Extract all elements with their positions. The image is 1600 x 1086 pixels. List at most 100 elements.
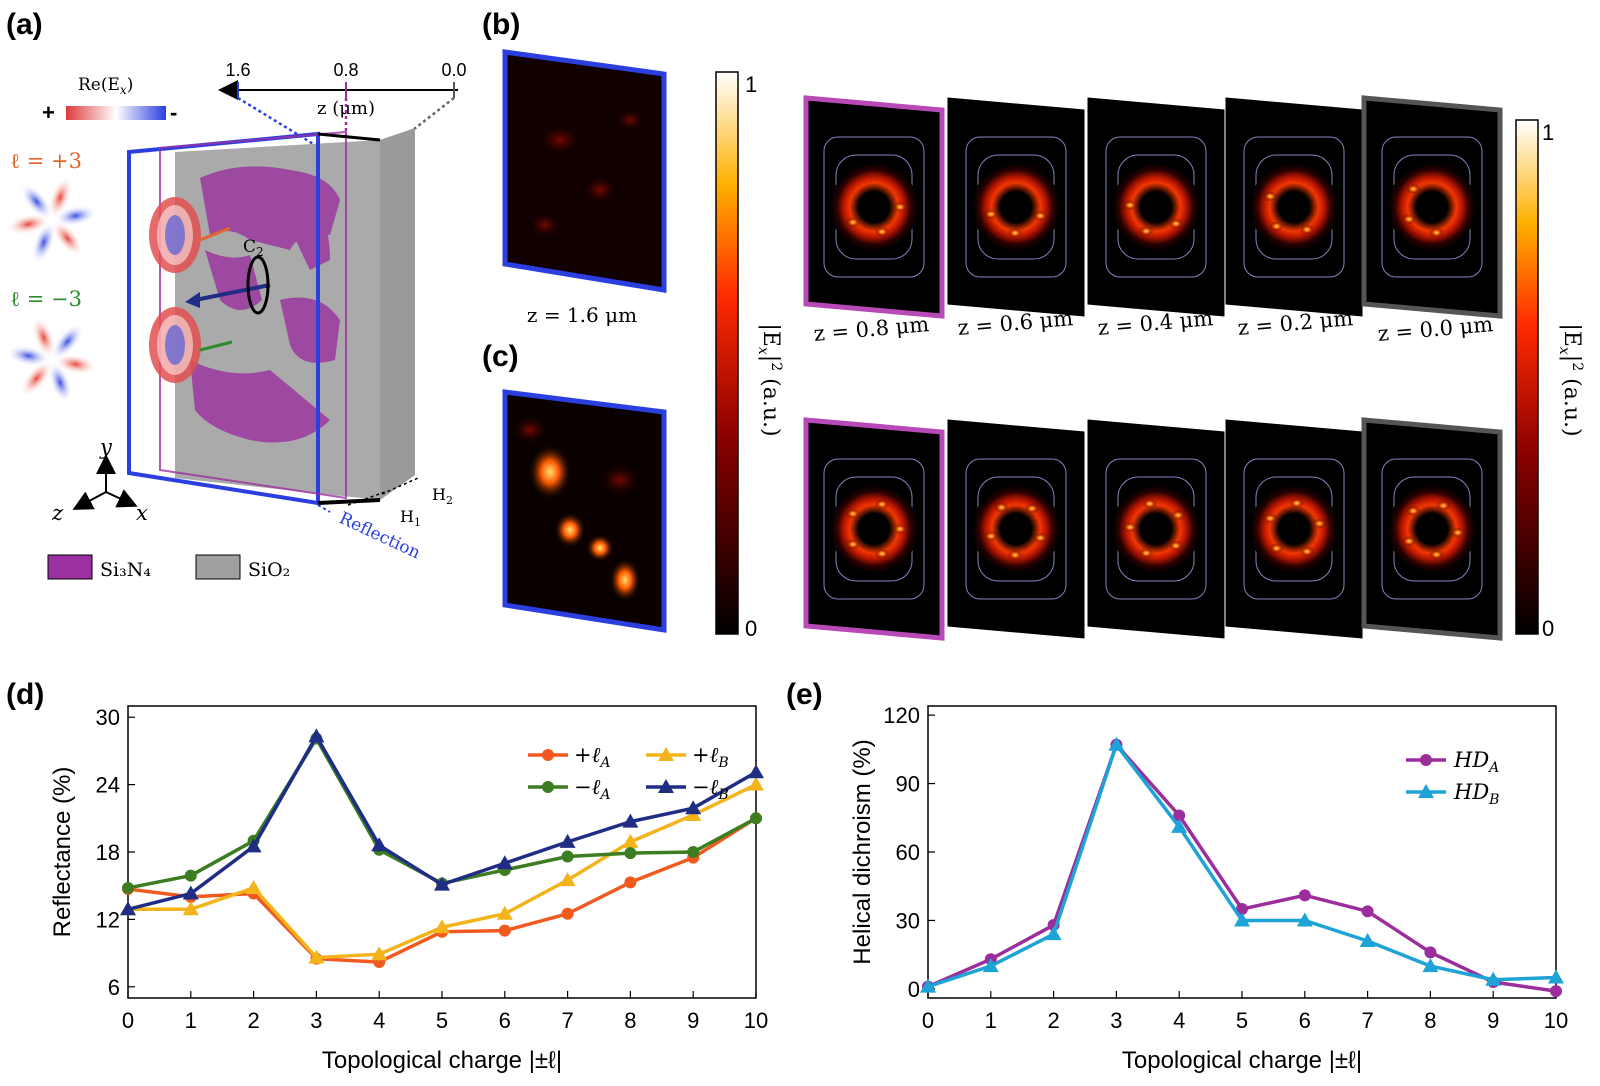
data-point bbox=[624, 847, 637, 860]
x-tick-label: 1 bbox=[985, 1008, 997, 1033]
x-tick-label: 7 bbox=[561, 1008, 573, 1033]
z-axis-label: z (μm) bbox=[317, 98, 375, 119]
legend-label: −ℓA bbox=[574, 775, 610, 803]
data-point bbox=[1234, 912, 1250, 927]
reflection-field-map-b bbox=[502, 49, 667, 293]
re-ex-label: Re(Ex) bbox=[78, 75, 133, 97]
x-tick-label: 6 bbox=[499, 1008, 511, 1033]
data-point bbox=[561, 850, 574, 863]
data-point bbox=[1236, 903, 1248, 916]
x-tick-label: 10 bbox=[744, 1008, 768, 1033]
x-tick-label: 7 bbox=[1361, 1008, 1373, 1033]
legend-label: +ℓB bbox=[692, 743, 729, 771]
data-point bbox=[308, 949, 325, 964]
x-tick-label: 0 bbox=[922, 1008, 934, 1033]
y-axis-label: Helical dichroism (%) bbox=[849, 739, 876, 964]
panel-e: (e) 0 1 2 3 4 5 6 7 8 9 10 0 30 60 90 120 Topological ch… bbox=[786, 678, 1568, 1074]
data-point bbox=[622, 833, 639, 848]
panel-b: (b) z = 1.6 μm 1 0 |Ex|2 (a.u.) z = 0.8 … bbox=[482, 8, 1585, 641]
slicesC-slice-0 bbox=[803, 417, 945, 641]
slices-row-c bbox=[803, 417, 1503, 641]
slicesB-slice-4 bbox=[1361, 95, 1503, 319]
h2-label: H2 bbox=[432, 485, 453, 507]
data-point bbox=[1171, 818, 1188, 833]
material-legend: Si₃N₄ SiO₂ bbox=[47, 554, 290, 581]
x-tick-label: 4 bbox=[1173, 1008, 1185, 1033]
si3n4-swatch bbox=[47, 554, 93, 580]
x-axis-label: Topological charge |±ℓ| bbox=[1122, 1047, 1362, 1074]
y-tick-label: 30 bbox=[96, 705, 120, 730]
data-point bbox=[624, 876, 637, 889]
x-tick-label: 8 bbox=[624, 1008, 636, 1033]
x-tick-label: 3 bbox=[1110, 1008, 1122, 1033]
y-tick-label: 90 bbox=[896, 772, 920, 797]
data-point bbox=[184, 869, 197, 882]
data-point bbox=[308, 728, 325, 743]
legend-marker bbox=[542, 781, 554, 793]
z-tick-0.8: 0.8 bbox=[333, 60, 358, 80]
re-ex-colorbar: Re(Ex) + - bbox=[42, 75, 177, 125]
data-point bbox=[182, 901, 199, 916]
panel-d-label: (d) bbox=[6, 678, 44, 711]
x-tick-label: 5 bbox=[1236, 1008, 1248, 1033]
z-tick-0.0: 0.0 bbox=[441, 60, 466, 80]
data-point bbox=[982, 958, 999, 973]
colorbar-2-bottom: 0 bbox=[1542, 616, 1554, 641]
legend-label: −ℓB bbox=[692, 775, 729, 803]
y-tick-label: 30 bbox=[896, 908, 920, 933]
data-point bbox=[1361, 905, 1374, 918]
y-tick-label: 24 bbox=[96, 773, 120, 798]
colorbar-2-label: |Ex|2 (a.u.) bbox=[1556, 323, 1585, 436]
legend-marker bbox=[1418, 784, 1434, 798]
z-tick-1.6: 1.6 bbox=[225, 60, 250, 80]
panel-a-label: (a) bbox=[6, 8, 43, 41]
panel-c: (c) bbox=[482, 340, 1503, 641]
panel-b-label: (b) bbox=[482, 8, 520, 41]
data-point bbox=[559, 872, 576, 887]
helical-dichroism-chart: 0 1 2 3 4 5 6 7 8 9 10 0 30 60 90 120 Topological charge… bbox=[849, 703, 1568, 1074]
x-tick-label: 2 bbox=[1047, 1008, 1059, 1033]
oam-beam-positive bbox=[4, 172, 100, 268]
axis-z-label: z bbox=[51, 501, 64, 525]
legend: +ℓA +ℓB −ℓA −ℓB bbox=[528, 743, 729, 803]
data-point bbox=[245, 838, 262, 853]
y-tick-label: 6 bbox=[108, 975, 120, 1000]
legend: HDA HDB bbox=[1406, 748, 1499, 808]
slice-label-4: z = 0.0 μm bbox=[1377, 312, 1494, 346]
legend-label: +ℓA bbox=[574, 743, 610, 771]
sio2-swatch bbox=[195, 554, 241, 580]
x-tick-label: 5 bbox=[436, 1008, 448, 1033]
legend-marker bbox=[658, 779, 674, 793]
legend-marker bbox=[542, 749, 554, 761]
sio2-label: SiO₂ bbox=[248, 559, 290, 581]
data-point bbox=[1173, 809, 1186, 822]
y-axis-label: Reflectance (%) bbox=[49, 767, 76, 938]
slicesC-slice-3 bbox=[1225, 419, 1363, 639]
slicesC-slice-4 bbox=[1361, 417, 1503, 641]
x-tick-label: 0 bbox=[122, 1008, 134, 1033]
data-point bbox=[1108, 736, 1125, 751]
data-point bbox=[622, 813, 639, 828]
data-point bbox=[1298, 889, 1311, 902]
data-point bbox=[371, 837, 388, 852]
axis-y-label: y bbox=[99, 435, 113, 459]
data-point bbox=[496, 905, 513, 920]
data-point bbox=[748, 764, 764, 779]
panel-a: (a) 1.6 0.8 0.0 z (μm) Re(Ex) + - ℓ = +3 bbox=[4, 8, 467, 581]
slicesB-slice-3 bbox=[1225, 97, 1363, 317]
h1-label: H1 bbox=[400, 507, 421, 529]
minus-sign: - bbox=[170, 100, 177, 125]
x-tick-label: 8 bbox=[1424, 1008, 1436, 1033]
x-tick-label: 6 bbox=[1299, 1008, 1311, 1033]
data-point bbox=[434, 919, 450, 934]
x-tick-label: 10 bbox=[1544, 1008, 1568, 1033]
slicesC-slice-2 bbox=[1087, 419, 1225, 639]
coordinate-axes: y z x bbox=[51, 435, 148, 525]
x-tick-label: 1 bbox=[185, 1008, 197, 1033]
slicesB-slice-0 bbox=[803, 95, 945, 319]
z-axis: 1.6 0.8 0.0 z (μm) bbox=[218, 60, 467, 147]
legend-label: HDA bbox=[1453, 748, 1499, 776]
data-point bbox=[559, 833, 576, 848]
